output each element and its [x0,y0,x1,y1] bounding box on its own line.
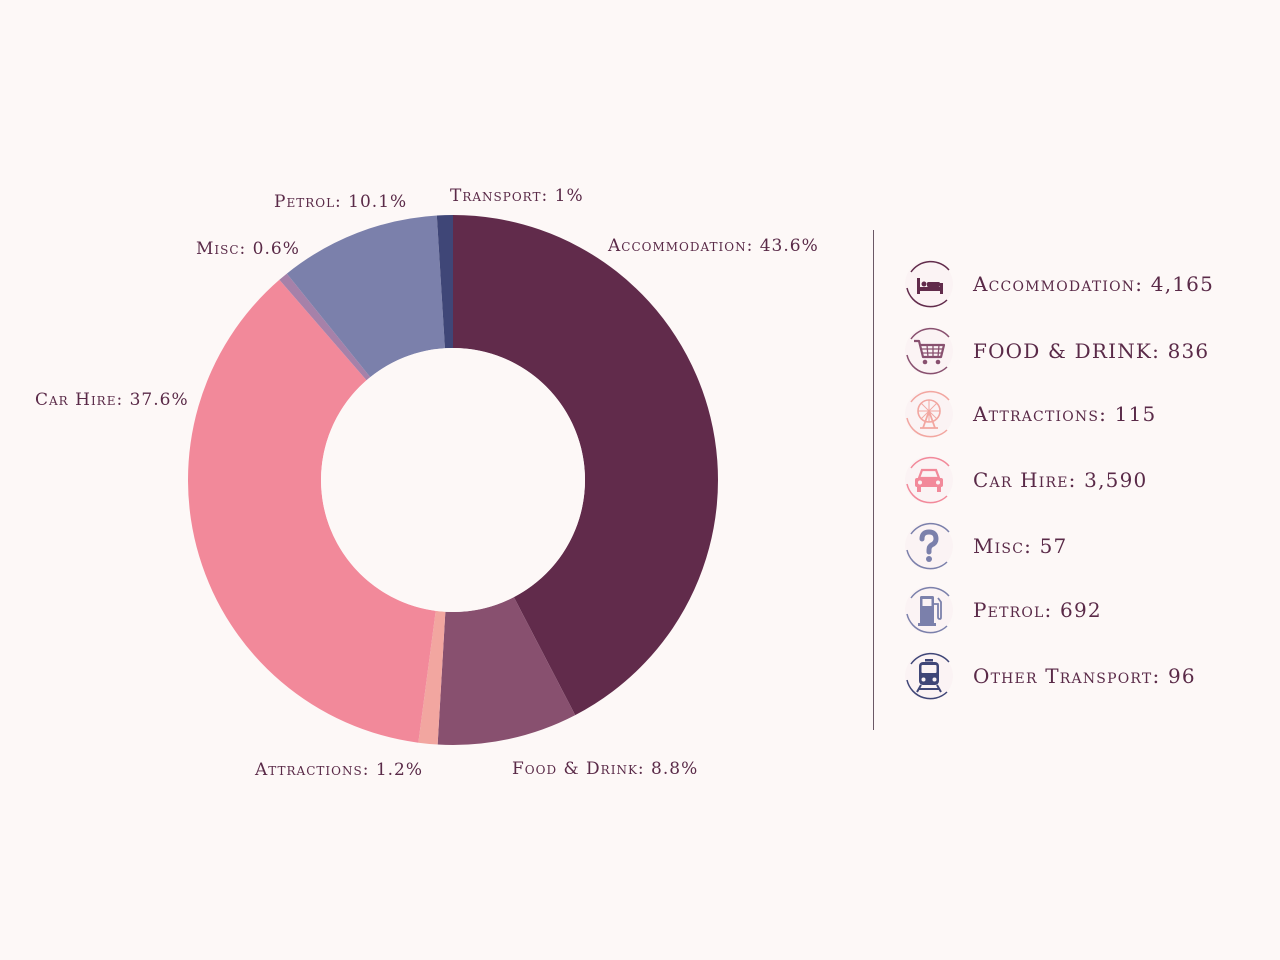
slice-label-attractions: Attractions: 1.2% [254,760,423,780]
legend-label: Attractions [973,402,1100,426]
legend-value: 4,165 [1150,272,1215,296]
legend-item-car-hire: Car Hire: 3,590 [903,452,1147,508]
slice-label-misc: Misc: 0.6% [196,239,300,259]
slice-car-hire [187,279,436,743]
legend-value: 836 [1167,339,1210,363]
donut-slices [187,215,719,745]
slice-transport [436,215,453,349]
slice-food-and-drink [437,597,576,745]
question-mark-icon [905,522,953,570]
legend-label: Car Hire [973,468,1069,492]
legend-label: Accommodation [973,272,1136,296]
slice-misc [279,273,371,381]
slice-petrol [286,215,445,378]
slice-accommodation [453,215,719,716]
legend-label: FOOD & DRINK [973,339,1153,363]
legend-label: Other Transport [973,664,1153,688]
legend-value: 115 [1114,402,1157,426]
slice-labels: Accommodation: 43.6% Food & Drink: 8.8% At… [35,186,819,780]
donut-hole [321,348,585,612]
legend-value: 57 [1039,534,1068,558]
bed-icon [905,260,953,308]
legend-item-accommodation: Accommodation: 4,165 [903,256,1214,312]
legend-item-other-transport: Other Transport: 96 [903,648,1196,704]
legend-value: 692 [1060,598,1102,622]
legend-item-attractions: Attractions: 115 [903,386,1156,442]
car-icon [905,456,953,504]
slice-label-transport: Transport: 1% [450,186,584,206]
legend-value: 3,590 [1084,468,1148,492]
legend-item-misc: Misc: 57 [903,518,1067,574]
shopping-cart-icon [905,327,953,375]
legend-divider [873,230,874,730]
train-icon [905,652,953,700]
ferris-wheel-icon [905,390,953,438]
slice-label-accommodation: Accommodation: 43.6% [607,236,819,256]
slice-label-petrol: Petrol: 10.1% [274,192,407,212]
slice-attractions [418,610,446,745]
legend-label: Misc [973,534,1025,558]
slice-label-car-hire: Car Hire: 37.6% [35,390,189,410]
slice-label-food-and-drink: Food & Drink: 8.8% [512,759,698,779]
legend-item-food-drink: FOOD & DRINK: 836 [903,323,1209,379]
legend-item-petrol: Petrol: 692 [903,582,1102,638]
legend-label: Petrol [973,598,1045,622]
legend-value: 96 [1167,664,1196,688]
fuel-pump-icon [905,586,953,634]
